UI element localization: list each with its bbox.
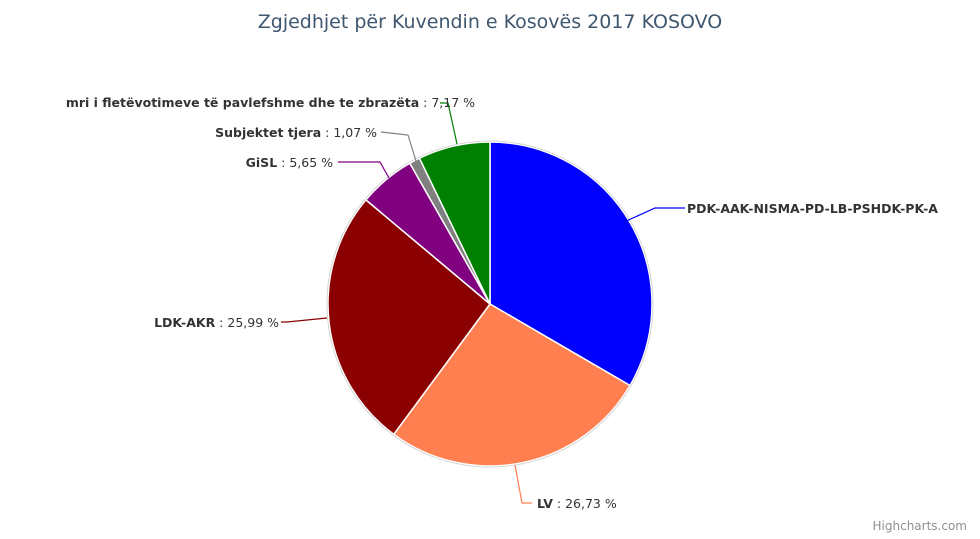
pie-outline xyxy=(326,140,654,468)
credits-link[interactable]: Highcharts.com xyxy=(872,519,967,533)
data-label-name: PDK-AAK-NISMA-PD-LB-PSHDK-PK-A xyxy=(687,201,938,216)
data-label-connector xyxy=(281,317,328,323)
data-label: LDK-AKR : 25,99 % xyxy=(154,315,279,330)
data-label-name: LV xyxy=(537,496,553,511)
data-label: GiSL : 5,65 % xyxy=(246,155,333,170)
data-label-name: mri i fletëvotimeve të pavlefshme dhe te… xyxy=(66,95,419,110)
data-label: PDK-AAK-NISMA-PD-LB-PSHDK-PK-A xyxy=(687,201,938,216)
data-label-value: : 26,73 % xyxy=(553,496,617,511)
data-label-connector xyxy=(440,102,458,145)
chart-title: Zgjedhjet për Kuvendin e Kosovës 2017 KO… xyxy=(257,11,723,33)
data-label-value: : 1,07 % xyxy=(321,125,377,140)
pie-slice[interactable] xyxy=(327,198,492,436)
data-label-name: LDK-AKR xyxy=(154,315,215,330)
data-label-connector xyxy=(338,161,390,179)
pie-slice[interactable] xyxy=(489,141,653,387)
data-label-connector xyxy=(380,131,417,162)
data-label-value: : 5,65 % xyxy=(277,155,333,170)
pie-slice[interactable] xyxy=(392,303,632,467)
pie-slice[interactable] xyxy=(418,141,491,305)
data-label: LV : 26,73 % xyxy=(537,496,617,511)
data-label-connector xyxy=(610,207,685,229)
data-label: mri i fletëvotimeve të pavlefshme dhe te… xyxy=(66,95,475,110)
data-label-value: : 7,17 % xyxy=(419,95,475,110)
data-label-name: GiSL xyxy=(246,155,278,170)
data-label-value: : 25,99 % xyxy=(215,315,279,330)
data-label-name: Subjektet tjera xyxy=(215,125,321,140)
data-label: Subjektet tjera : 1,07 % xyxy=(215,125,377,140)
data-label-connector xyxy=(514,464,532,504)
